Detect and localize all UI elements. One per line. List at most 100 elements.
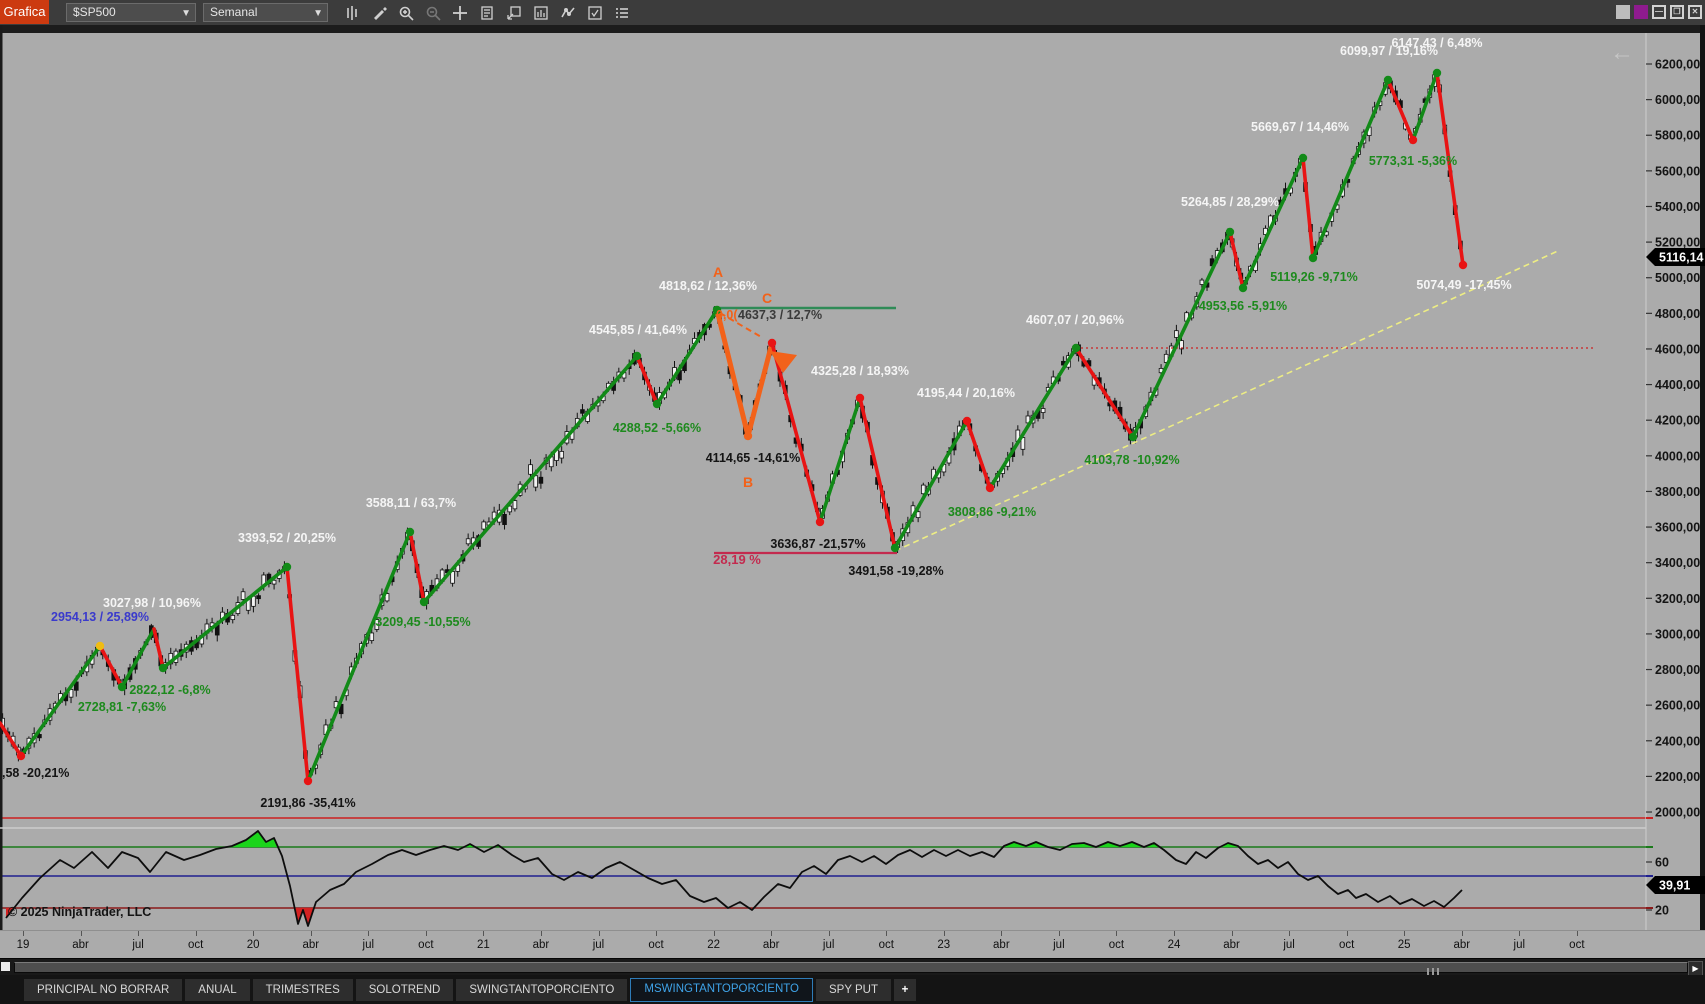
window-right-edge xyxy=(1700,25,1705,930)
swing-label: 4637,3 / 12,7% xyxy=(738,308,822,322)
chart-tab-principal-no-borrar[interactable]: PRINCIPAL NO BORRAR xyxy=(24,978,183,1001)
chart-top-edge xyxy=(0,25,1705,33)
time-axis-label: abr xyxy=(762,939,780,951)
time-axis-label: abr xyxy=(1223,939,1240,951)
chart-tab-mswingtantoporciento[interactable]: MSWINGTANTOPORCIENTO xyxy=(630,977,814,1002)
time-axis-label: abr xyxy=(532,939,550,951)
chart-panel-icon[interactable] xyxy=(527,1,554,24)
swing-pivot-dot xyxy=(95,641,105,651)
chart-tab-swingtantoporciento[interactable]: SWINGTANTOPORCIENTO xyxy=(456,978,628,1001)
close-button[interactable]: ✕ xyxy=(1688,5,1702,19)
swing-label: 4114,65 -14,61% xyxy=(706,451,801,465)
pan-left-icon[interactable]: ← xyxy=(1610,39,1634,66)
add-tab-button[interactable]: + xyxy=(894,978,917,1001)
time-axis-label: oct xyxy=(418,939,434,951)
chart-canvas[interactable]: ,58 -20,21% 2954,13 / 25,89%3027,98 / 10,… xyxy=(0,25,1705,930)
minimize-button[interactable]: — xyxy=(1652,5,1666,19)
chevron-down-icon: ▼ xyxy=(313,8,323,19)
svg-text:5800,00: 5800,00 xyxy=(1655,129,1700,143)
crosshair-icon[interactable] xyxy=(446,1,473,24)
swing-label: 4103,78 -10,92% xyxy=(1084,453,1179,467)
swing-pivot-dot xyxy=(419,597,429,607)
workspace-swatch-purple[interactable] xyxy=(1634,5,1648,19)
swing-pivot-dot xyxy=(117,682,127,692)
list-icon[interactable] xyxy=(608,1,635,24)
svg-text:2000,00: 2000,00 xyxy=(1655,806,1700,820)
workspace-swatch-gray[interactable] xyxy=(1616,5,1630,19)
swing-pivot-dot xyxy=(1458,260,1468,270)
timeframe-value: Semanal xyxy=(210,5,258,19)
time-axis-tick xyxy=(1231,931,1233,936)
time-axis-tick xyxy=(1289,931,1291,936)
chevron-down-icon: ▼ xyxy=(181,8,191,19)
time-axis-label: abr xyxy=(1453,939,1471,951)
swing-label: 3209,45 -10,55% xyxy=(375,615,470,629)
svg-text:39,91: 39,91 xyxy=(1659,879,1690,893)
draw-icon[interactable] xyxy=(365,1,392,24)
swing-label: 6099,97 / 19,16% xyxy=(1340,44,1438,58)
time-axis-label: 20 xyxy=(246,939,260,951)
zigzag-swings[interactable] xyxy=(0,68,1468,786)
chart-tab-solotrend[interactable]: SOLOTREND xyxy=(355,978,454,1001)
swing-pivot-dot xyxy=(1308,253,1318,263)
swing-label: 4953,56 -5,91% xyxy=(1199,299,1287,313)
zoom-in-icon[interactable] xyxy=(392,1,419,24)
time-axis-label: 21 xyxy=(476,939,490,951)
swing-pivot-dot xyxy=(282,562,292,572)
swing-pivot-dot xyxy=(855,393,865,403)
sell-triangle-marker[interactable] xyxy=(770,351,797,373)
chart-tab-anual[interactable]: ANUAL xyxy=(185,978,250,1001)
time-axis-tick xyxy=(310,931,312,936)
swing-label: 5264,85 / 28,29% xyxy=(1181,195,1279,209)
horizontal-scrollbar: ▶ xyxy=(0,958,1705,976)
indicator-line[interactable] xyxy=(5,830,1463,927)
price-axis[interactable]: 6200,00 6000,00 5800,00 5600,00 5400,00 5200,… xyxy=(1646,58,1700,918)
time-axis-label: jul xyxy=(362,939,375,951)
zigzag-icon[interactable] xyxy=(554,1,581,24)
timeframe-dropdown[interactable]: Semanal ▼ xyxy=(203,3,328,22)
swing-label: 4607,07 / 20,96% xyxy=(1026,313,1124,327)
time-axis-label: oct xyxy=(648,939,664,951)
maximize-button[interactable]: ❐ xyxy=(1670,5,1684,19)
svg-text:6200,00: 6200,00 xyxy=(1655,58,1700,72)
chart-tab-spy-put[interactable]: SPY PUT xyxy=(816,978,892,1001)
send-to-window-icon[interactable] xyxy=(500,1,527,24)
scrollbar-thumb[interactable] xyxy=(14,962,1688,975)
time-axis-tick xyxy=(425,931,427,936)
instrument-dropdown[interactable]: $SP500 ▼ xyxy=(66,3,196,22)
scrollbar-grip-icon[interactable] xyxy=(1427,968,1441,975)
svg-text:3400,00: 3400,00 xyxy=(1655,556,1700,570)
toolbar-icon-row xyxy=(338,0,635,25)
svg-text:2200,00: 2200,00 xyxy=(1655,770,1700,784)
chart-tab-trimestres[interactable]: TRIMESTRES xyxy=(252,978,353,1001)
time-axis-label: jul xyxy=(132,939,144,951)
swing-label: A xyxy=(713,264,723,280)
time-axis-tick xyxy=(368,931,370,936)
yellow-trendline[interactable] xyxy=(894,249,1561,552)
swing-label: 3491,58 -19,28% xyxy=(848,564,943,578)
svg-text:4000,00: 4000,00 xyxy=(1655,449,1700,463)
svg-text:4600,00: 4600,00 xyxy=(1655,342,1700,356)
time-axis-label: 19 xyxy=(16,939,30,951)
time-axis-tick xyxy=(1116,931,1118,936)
abc-dashed-line[interactable] xyxy=(719,312,764,339)
svg-text:3200,00: 3200,00 xyxy=(1655,592,1700,606)
window-title-tab[interactable]: Grafica xyxy=(0,0,49,24)
scroll-right-button[interactable]: ▶ xyxy=(1688,961,1703,976)
swing-label: 4288,52 -5,66% xyxy=(613,421,701,435)
swing-pivot-dot xyxy=(743,431,753,441)
zoom-out-icon[interactable] xyxy=(419,1,446,24)
time-axis-label: 24 xyxy=(1167,939,1181,951)
chart-type-icon[interactable] xyxy=(338,1,365,24)
swing-pivot-dot xyxy=(1298,153,1308,163)
swing-label: 4195,44 / 20,16% xyxy=(917,386,1015,400)
svg-text:3800,00: 3800,00 xyxy=(1655,485,1700,499)
axis-corner-marker xyxy=(1,962,10,971)
time-axis-tick xyxy=(138,931,140,936)
time-axis[interactable]: 19 abr jul oct 20 abr jul oct 21 abr jul oct 22 abr ju… xyxy=(0,930,1705,959)
data-form-icon[interactable] xyxy=(473,1,500,24)
swing-label: 5074,49 -17,45% xyxy=(1416,278,1511,292)
swing-label: 2954,13 / 25,89% xyxy=(51,610,149,624)
strategy-check-icon[interactable] xyxy=(581,1,608,24)
